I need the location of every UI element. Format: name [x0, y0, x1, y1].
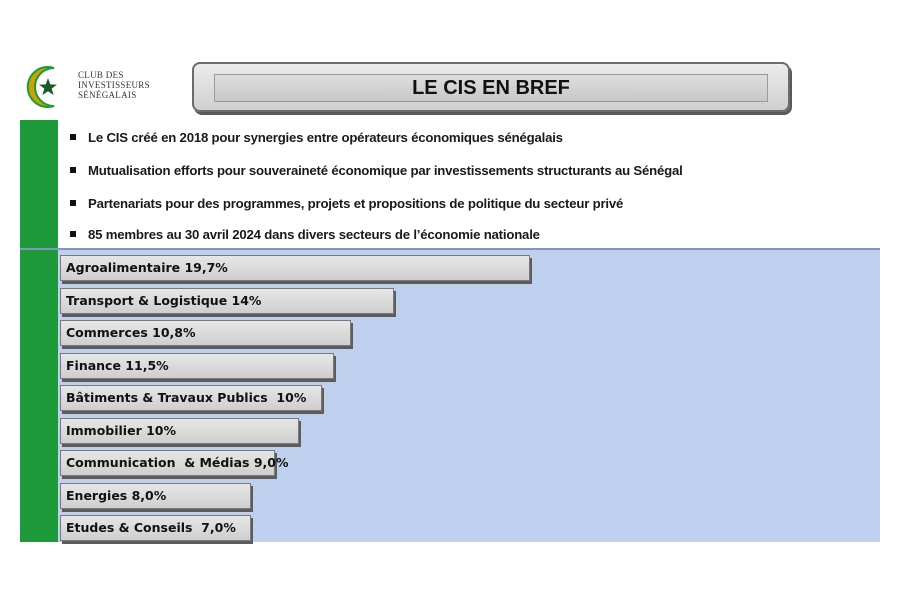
cis-logo: CLUB DES INVESTISSEURS SÉNÉGALAIS: [22, 62, 182, 112]
bar-label-agroalimentaire: Agroalimentaire 19,7%: [66, 260, 228, 275]
bullet-square-icon: [70, 231, 76, 237]
crescent-star-icon: [26, 66, 57, 108]
bullet-square-icon: [70, 167, 76, 173]
bar-label-energies: Energies 8,0%: [66, 488, 167, 503]
bar-label-etudes-conseils: Etudes & Conseils 7,0%: [66, 520, 236, 535]
logo-line: CLUB DES: [78, 70, 124, 80]
bar-label-finance: Finance 11,5%: [66, 358, 169, 373]
title-bar: LE CIS EN BREF: [192, 62, 790, 112]
separator-line: [20, 248, 880, 250]
bullet-text: Mutualisation efforts pour souveraineté …: [88, 162, 683, 178]
bar-transport-logistique: [60, 288, 394, 314]
bar-commerces: [60, 320, 351, 346]
bullet-text: Le CIS créé en 2018 pour synergies entre…: [88, 129, 563, 145]
bullet-item: Mutualisation efforts pour souveraineté …: [70, 159, 683, 181]
bullet-item: Le CIS créé en 2018 pour synergies entre…: [70, 126, 563, 148]
bar-energies: [60, 483, 251, 509]
bar-batiments-travaux-publics: [60, 385, 322, 411]
bullet-item: Partenariats pour des programmes, projet…: [70, 192, 623, 214]
bullet-item: 85 membres au 30 avril 2024 dans divers …: [70, 223, 540, 245]
logo-line: INVESTISSEURS: [78, 80, 150, 90]
bar-immobilier: [60, 418, 299, 444]
bar-agroalimentaire: [60, 255, 530, 281]
title-inner: LE CIS EN BREF: [214, 74, 768, 102]
bar-finance: [60, 353, 334, 379]
page-title: LE CIS EN BREF: [412, 76, 570, 99]
bar-etudes-conseils: [60, 515, 251, 541]
bar-label-transport-logistique: Transport & Logistique 14%: [66, 293, 262, 308]
bullet-text: Partenariats pour des programmes, projet…: [88, 195, 624, 211]
logo-text: CLUB DES INVESTISSEURS SÉNÉGALAIS: [78, 70, 188, 100]
bullet-square-icon: [70, 200, 76, 206]
bar-label-batiments-travaux-publics: Bâtiments & Travaux Publics 10%: [66, 390, 307, 405]
bar-label-communication-medias: Communication & Médias 9,0%: [66, 455, 289, 470]
logo-line: SÉNÉGALAIS: [78, 90, 137, 100]
bar-label-immobilier: Immobilier 10%: [66, 423, 177, 438]
bar-label-commerces: Commerces 10,8%: [66, 325, 196, 340]
bullet-square-icon: [70, 134, 76, 140]
green-band: [20, 120, 58, 542]
bar-communication-medias: [60, 450, 275, 476]
bullet-text: 85 membres au 30 avril 2024 dans divers …: [88, 226, 540, 242]
